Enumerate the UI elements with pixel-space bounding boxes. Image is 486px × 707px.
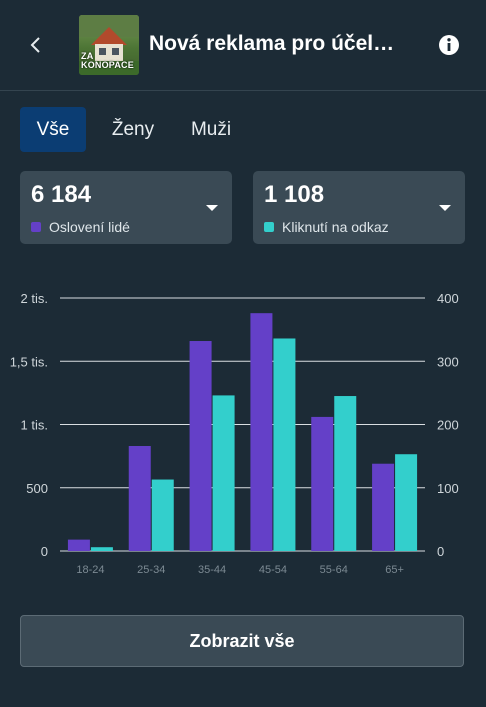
- x-tick-label: 18-24: [76, 564, 104, 576]
- tab-women[interactable]: Ženy: [111, 119, 155, 140]
- bar-clicks: [334, 396, 357, 551]
- y-right-tick-label: 200: [437, 418, 459, 433]
- y-right-tick-label: 0: [437, 544, 444, 559]
- bar-reach: [250, 313, 273, 551]
- y-left-tick-label: 2 tis.: [21, 291, 48, 306]
- bar-reach: [311, 416, 334, 551]
- bar-reach: [189, 341, 212, 551]
- y-right-tick-label: 100: [437, 481, 459, 496]
- bar-clicks: [151, 479, 174, 551]
- reach-value: 6 184: [31, 181, 92, 208]
- show-all-button[interactable]: Zobrazit vše: [20, 615, 464, 667]
- clicks-value: 1 108: [264, 181, 325, 208]
- reach-label: Oslovení lidé: [49, 219, 130, 235]
- clicks-label: Kliknutí na odkaz: [282, 219, 389, 235]
- y-left-tick-label: 1,5 tis.: [10, 354, 48, 369]
- y-right-tick-label: 400: [437, 291, 459, 306]
- y-left-tick-label: 1 tis.: [21, 418, 48, 433]
- age-bar-chart: 0 0 500 100 1 tis. 200 1,5 tis. 300 2 tis. 400 18-…: [10, 291, 459, 576]
- metric-card-clicks[interactable]: 1 108 Kliknutí na odkaz: [253, 171, 465, 244]
- x-tick-label: 65+: [385, 564, 404, 576]
- bar-clicks: [90, 547, 113, 551]
- bar-reach: [67, 539, 90, 551]
- house-image-icon: [79, 15, 139, 75]
- bar-reach: [128, 446, 151, 551]
- caret-down-icon: [206, 205, 218, 211]
- bar-clicks: [395, 454, 418, 551]
- x-tick-label: 35-44: [198, 564, 226, 576]
- page-title: Nová reklama pro účel…: [149, 32, 395, 55]
- y-left-tick-label: 500: [26, 481, 48, 496]
- gender-tabs: Vše Ženy Muži: [20, 107, 320, 152]
- chevron-left-icon: [30, 37, 40, 53]
- tab-all[interactable]: Vše: [20, 107, 86, 152]
- thumbnail-text: ZA KONOPACE: [81, 51, 134, 70]
- info-icon: [439, 35, 459, 55]
- metric-card-reach[interactable]: 6 184 Oslovení lidé: [20, 171, 232, 244]
- x-tick-label: 55-64: [320, 564, 348, 576]
- ad-thumbnail: ZA KONOPACE: [79, 15, 139, 75]
- reach-swatch: [31, 222, 41, 232]
- header: ZA KONOPACE Nová reklama pro účel…: [0, 0, 486, 91]
- reach-legend: Oslovení lidé: [31, 219, 130, 235]
- bar-clicks: [212, 395, 235, 551]
- y-right-tick-label: 300: [437, 354, 459, 369]
- x-tick-label: 45-54: [259, 564, 287, 576]
- bar-reach: [372, 463, 395, 551]
- info-button[interactable]: [437, 33, 461, 57]
- clicks-swatch: [264, 222, 274, 232]
- bar-clicks: [273, 338, 296, 551]
- clicks-legend: Kliknutí na odkaz: [264, 219, 389, 235]
- y-left-tick-label: 0: [41, 544, 48, 559]
- caret-down-icon: [439, 205, 451, 211]
- back-button[interactable]: [22, 28, 50, 62]
- x-tick-label: 25-34: [137, 564, 165, 576]
- tab-men[interactable]: Muži: [190, 119, 232, 140]
